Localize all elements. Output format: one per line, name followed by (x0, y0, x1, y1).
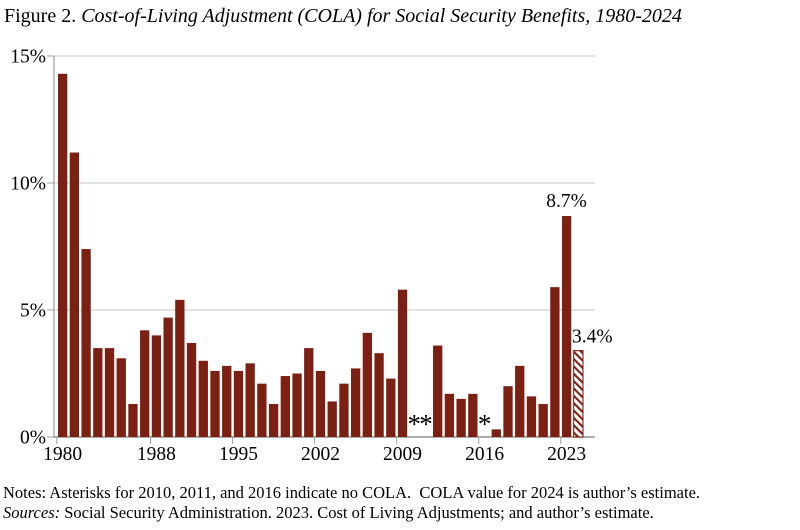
bar-estimate-2024 (573, 350, 584, 438)
y-axis-label: 0% (20, 428, 46, 449)
bars: ** * (58, 73, 584, 439)
bar-2009 (397, 289, 408, 437)
bar-1988 (151, 335, 162, 437)
annotations: 8.7% 3.4% (546, 191, 612, 348)
bar-1993 (210, 370, 220, 437)
no-cola-asterisk-2011: * (419, 409, 433, 439)
bar-1999 (280, 376, 290, 437)
notes-line: Notes: Asterisks for 2010, 2011, and 201… (3, 483, 701, 502)
bar-2012 (433, 345, 443, 437)
sources-label: Sources: (3, 503, 61, 523)
bar-2002 (315, 370, 326, 437)
bar-1996 (245, 363, 255, 437)
chart-notes: Notes: Asterisks for 2010, 2011, and 201… (3, 483, 700, 523)
bar-1982 (81, 249, 91, 437)
x-axis-label-1980: 1980 (43, 444, 82, 465)
bar-1991 (186, 343, 197, 437)
bar-2023 (561, 216, 572, 437)
bar-1985 (116, 358, 126, 437)
bar-2001 (304, 348, 314, 437)
bar-2008 (386, 378, 396, 437)
bar-2013 (444, 393, 455, 437)
bar-2019 (515, 365, 525, 437)
x-axis-label-1995: 1995 (219, 444, 258, 465)
gridlines (54, 55, 595, 311)
bar-2015 (468, 393, 478, 437)
bar-1998 (268, 403, 279, 437)
y-axis-label: 5% (20, 301, 46, 322)
bar-2017 (491, 429, 501, 437)
y-axis-label: 15% (10, 47, 46, 68)
bar-1992 (198, 360, 208, 437)
bar-1986 (128, 403, 138, 437)
figure-title: Figure 2. Cost-of-Living Adjustment (COL… (4, 5, 682, 28)
annotation-8.7%: 8.7% (546, 191, 587, 212)
bar-2004 (339, 383, 349, 437)
x-axis-label-2016: 2016 (465, 444, 504, 465)
bar-2018 (503, 386, 513, 437)
bar-2022 (550, 287, 560, 437)
no-cola-asterisk-2010: * (408, 409, 422, 439)
bar-2020 (526, 396, 537, 437)
x-axis-label-2023: 2023 (547, 444, 586, 465)
axis-labels: 0% 5% 10% 15% 1980 1988 1995 2002 2009 2016 2023 (10, 47, 586, 466)
x-axis-label-1988: 1988 (137, 444, 176, 465)
bar-1997 (257, 383, 267, 437)
bar-1981 (69, 152, 80, 437)
bar-2006 (362, 332, 373, 437)
bar-1984 (104, 348, 115, 437)
figure-title-italic: Cost-of-Living Adjustment (COLA) for Soc… (81, 5, 682, 27)
bar-2021 (538, 403, 548, 437)
x-axis-label-2009: 2009 (383, 444, 422, 465)
bar-1990 (175, 299, 185, 437)
annotation-3.4%: 3.4% (572, 327, 613, 348)
bar-1983 (93, 348, 103, 437)
bar-2005 (351, 368, 361, 437)
bar-2000 (292, 373, 302, 437)
figure-title-prefix: Figure 2. (4, 5, 82, 27)
bar-2003 (327, 401, 337, 437)
sources-text: Social Security Administration. 2023. Co… (60, 503, 654, 523)
bar-1980 (58, 73, 68, 437)
no-cola-asterisk-2016: * (478, 409, 492, 439)
y-axis-label: 10% (10, 174, 46, 195)
bar-1994 (222, 365, 232, 437)
bar-1987 (140, 330, 150, 437)
x-axis-label-2002: 2002 (301, 444, 340, 465)
bar-2007 (374, 353, 384, 437)
bar-2014 (456, 398, 466, 437)
bar-1989 (163, 317, 173, 437)
sources-line: Sources: Social Security Administration.… (3, 503, 700, 523)
bar-1995 (233, 370, 244, 437)
